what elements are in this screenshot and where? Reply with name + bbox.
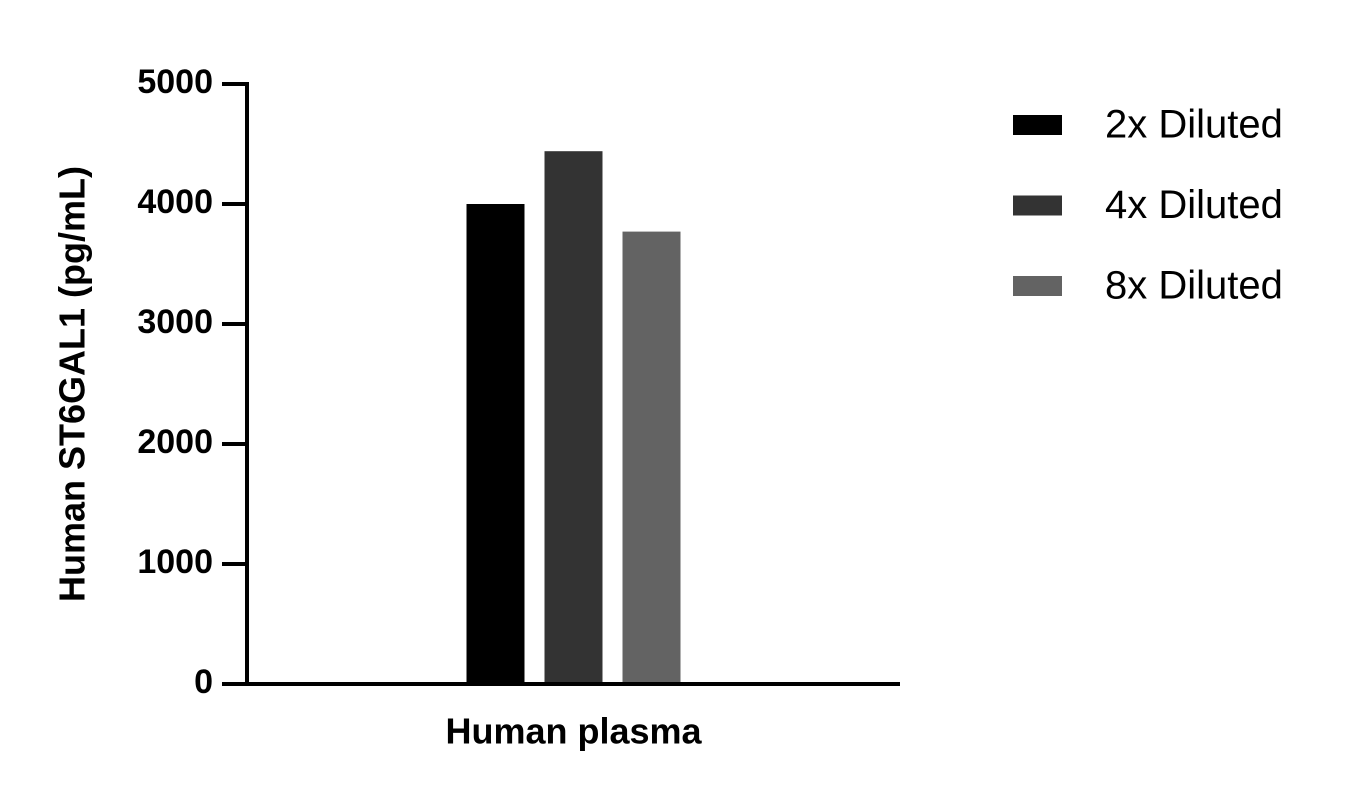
y-tick-label: 5000 [137,63,213,101]
y-tick-label: 0 [194,663,213,701]
legend-swatch [1013,195,1062,216]
bar [466,204,525,684]
legend-label: 2x Diluted [1105,103,1283,147]
bar [622,231,681,684]
y-tick-label: 1000 [137,543,213,581]
legend-label: 8x Diluted [1105,264,1283,308]
y-axis-title: Human ST6GAL1 (pg/mL) [52,166,93,602]
legend-label: 4x Diluted [1105,183,1283,227]
y-tick-label: 4000 [137,183,213,221]
legend-swatch [1013,276,1062,296]
x-tick-label: Human plasma [445,711,702,752]
legend-swatch [1013,115,1062,135]
y-tick-label: 2000 [137,423,213,461]
y-tick-label: 3000 [137,303,213,341]
bar [544,151,603,684]
